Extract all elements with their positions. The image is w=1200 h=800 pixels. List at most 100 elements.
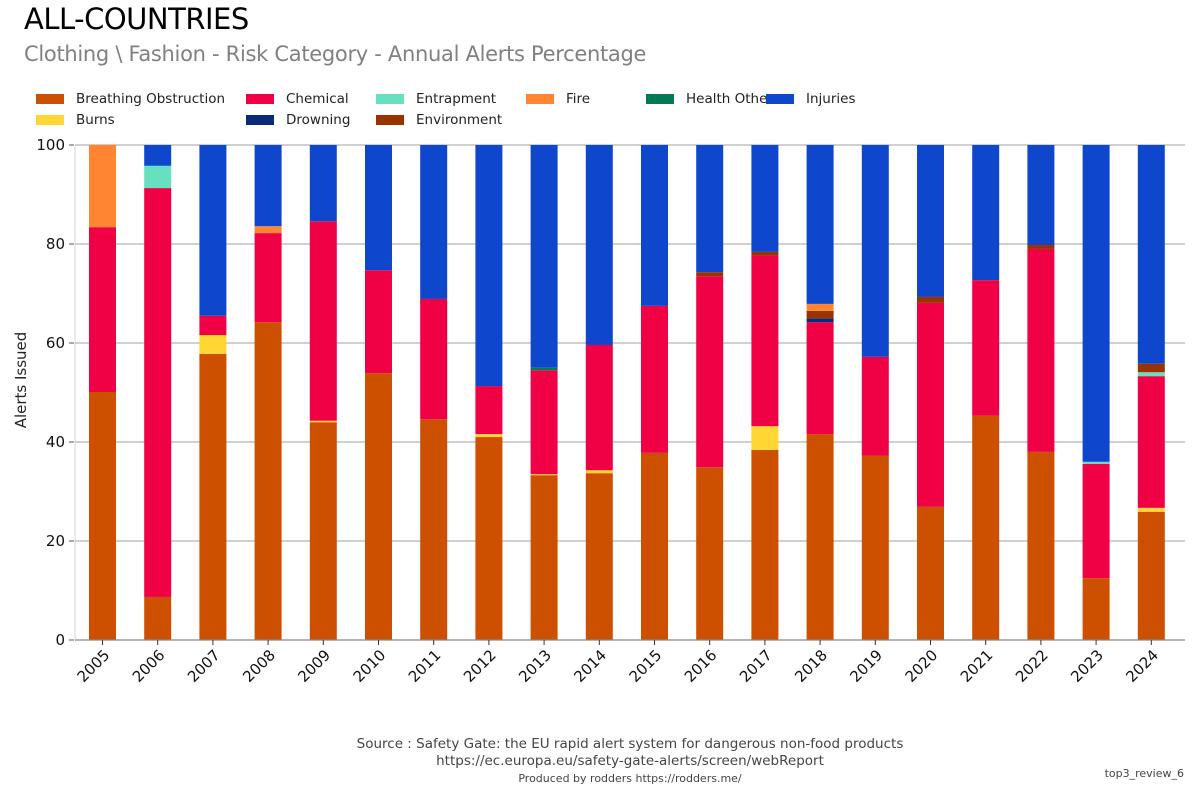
bar-segment-injuries-2016[interactable]	[696, 145, 724, 273]
bar-segment-injuries-2023[interactable]	[1082, 145, 1110, 462]
bar-segment-injuries-2024[interactable]	[1137, 145, 1165, 364]
bar-segment-injuries-2013[interactable]	[530, 145, 558, 368]
legend-item-chemical[interactable]: Chemical	[246, 91, 349, 107]
bar-segment-chemical-2021[interactable]	[972, 280, 1000, 416]
y-axis-label: Alerts Issued	[12, 332, 30, 429]
bar-segment-breathing-obstruction-2011[interactable]	[420, 419, 448, 640]
bar-segment-environment-2017[interactable]	[751, 251, 779, 256]
bar-segment-injuries-2020[interactable]	[917, 145, 944, 297]
bar-segment-chemical-2012[interactable]	[475, 386, 503, 435]
bar-segment-breathing-obstruction-2015[interactable]	[641, 452, 668, 640]
bar-segment-breathing-obstruction-2021[interactable]	[972, 415, 1000, 640]
bar-segment-breathing-obstruction-2023[interactable]	[1082, 578, 1110, 641]
bar-segment-chemical-2008[interactable]	[254, 233, 282, 323]
legend-item-breathing-obstruction[interactable]: Breathing Obstruction	[36, 91, 225, 107]
bar-segment-environment-2018[interactable]	[806, 310, 834, 319]
bar-segment-injuries-2010[interactable]	[365, 145, 392, 271]
bar-segment-burns-2017[interactable]	[751, 426, 779, 450]
bar-segment-fire-2018[interactable]	[806, 303, 834, 311]
legend-swatch	[646, 94, 674, 104]
bar-segment-injuries-2007[interactable]	[199, 145, 227, 316]
bar-segment-injuries-2009[interactable]	[309, 145, 337, 222]
bar-segment-environment-2024[interactable]	[1137, 363, 1165, 373]
legend-item-health-other[interactable]: Health Other	[646, 91, 773, 107]
bar-segment-breathing-obstruction-2018[interactable]	[806, 434, 834, 640]
legend-label: Chemical	[286, 91, 349, 107]
bar-segment-injuries-2012[interactable]	[475, 145, 503, 387]
produced-by[interactable]: Produced by rodders https://rodders.me/	[518, 772, 742, 785]
bar-segment-injuries-2008[interactable]	[254, 145, 282, 227]
bar-segment-breathing-obstruction-2005[interactable]	[89, 392, 116, 640]
bar-segment-chemical-2013[interactable]	[530, 370, 558, 475]
bar-segment-chemical-2017[interactable]	[751, 255, 779, 427]
bar-segment-environment-2016[interactable]	[696, 272, 724, 277]
bar-segment-breathing-obstruction-2014[interactable]	[585, 473, 613, 640]
legend-swatch	[36, 94, 64, 104]
legend-label: Entrapment	[416, 91, 497, 107]
bar-segment-breathing-obstruction-2017[interactable]	[751, 449, 779, 640]
bar-segment-burns-2024[interactable]	[1137, 507, 1165, 512]
bar-segment-chemical-2011[interactable]	[420, 298, 448, 420]
bar-segment-fire-2008[interactable]	[254, 226, 282, 234]
bar-segment-chemical-2014[interactable]	[585, 344, 613, 471]
bar-segment-breathing-obstruction-2008[interactable]	[254, 322, 282, 640]
bar-segment-chemical-2022[interactable]	[1027, 248, 1055, 452]
x-tick-label: 2018	[791, 646, 831, 686]
bar-segment-drowning-2018[interactable]	[806, 318, 834, 323]
bar-segment-chemical-2010[interactable]	[365, 270, 392, 374]
legend-label: Burns	[76, 112, 115, 128]
bar-segment-injuries-2022[interactable]	[1027, 145, 1055, 245]
bar-segment-burns-2009[interactable]	[309, 420, 337, 423]
bar-segment-breathing-obstruction-2009[interactable]	[309, 422, 337, 640]
bar-segment-chemical-2007[interactable]	[199, 315, 227, 336]
bar-segment-injuries-2014[interactable]	[585, 145, 613, 345]
legend-item-injuries[interactable]: Injuries	[766, 91, 856, 107]
bar-segment-entrapment-2024[interactable]	[1137, 372, 1165, 377]
bar-segment-health-other-2013[interactable]	[530, 367, 558, 371]
bar-segment-chemical-2023[interactable]	[1082, 463, 1110, 579]
bar-segment-entrapment-2023[interactable]	[1082, 461, 1110, 464]
bar-segment-chemical-2016[interactable]	[696, 276, 724, 468]
legend-item-environment[interactable]: Environment	[376, 112, 502, 128]
bar-segment-injuries-2006[interactable]	[144, 145, 172, 166]
bar-segment-breathing-obstruction-2019[interactable]	[861, 455, 889, 640]
bar-segment-chemical-2018[interactable]	[806, 322, 834, 435]
bar-segment-breathing-obstruction-2013[interactable]	[530, 475, 558, 640]
bar-segment-breathing-obstruction-2012[interactable]	[475, 437, 503, 640]
bar-segment-chemical-2006[interactable]	[144, 188, 172, 597]
bar-segment-breathing-obstruction-2010[interactable]	[365, 373, 392, 640]
bar-segment-fire-2005[interactable]	[89, 145, 116, 228]
bar-segment-burns-2007[interactable]	[199, 335, 227, 354]
bar-segment-chemical-2020[interactable]	[917, 302, 944, 507]
legend-item-entrapment[interactable]: Entrapment	[376, 91, 496, 107]
bar-segment-burns-2013[interactable]	[530, 474, 558, 476]
legend-item-burns[interactable]: Burns	[36, 112, 115, 128]
bar-segment-injuries-2015[interactable]	[641, 145, 668, 306]
stacked-bar-chart: 0 20 40 60 80 100 2005 2006 2007 2008 2009 2010 2011…	[12, 136, 1185, 686]
bar-segment-chemical-2024[interactable]	[1137, 376, 1165, 508]
bar-segment-breathing-obstruction-2020[interactable]	[917, 506, 944, 640]
bar-segment-injuries-2021[interactable]	[972, 145, 1000, 281]
bar-segment-injuries-2011[interactable]	[420, 145, 448, 299]
bar-segment-chemical-2015[interactable]	[641, 305, 668, 453]
bar-segment-breathing-obstruction-2024[interactable]	[1137, 511, 1165, 640]
bar-segment-breathing-obstruction-2022[interactable]	[1027, 451, 1055, 640]
bar-segment-injuries-2018[interactable]	[806, 145, 834, 304]
bar-segment-chemical-2019[interactable]	[861, 356, 889, 456]
bar-segment-burns-2014[interactable]	[585, 470, 613, 474]
bar-segment-entrapment-2006[interactable]	[144, 165, 172, 189]
bar-segment-breathing-obstruction-2016[interactable]	[696, 467, 724, 640]
bar-segment-injuries-2019[interactable]	[861, 145, 889, 357]
bar-segment-chemical-2005[interactable]	[89, 227, 116, 393]
bar-segment-burns-2012[interactable]	[475, 434, 503, 438]
bar-segment-breathing-obstruction-2007[interactable]	[199, 353, 227, 640]
bar-segment-breathing-obstruction-2006[interactable]	[144, 596, 172, 640]
legend-item-fire[interactable]: Fire	[526, 91, 590, 107]
bar-segment-environment-2022[interactable]	[1027, 244, 1055, 249]
legend-item-drowning[interactable]: Drowning	[246, 112, 350, 128]
bar-segment-injuries-2017[interactable]	[751, 145, 779, 252]
source-url[interactable]: https://ec.europa.eu/safety-gate-alerts/…	[436, 753, 824, 769]
legend-label: Breathing Obstruction	[76, 91, 226, 107]
bar-segment-chemical-2009[interactable]	[309, 221, 337, 421]
bar-segment-environment-2020[interactable]	[917, 296, 944, 303]
